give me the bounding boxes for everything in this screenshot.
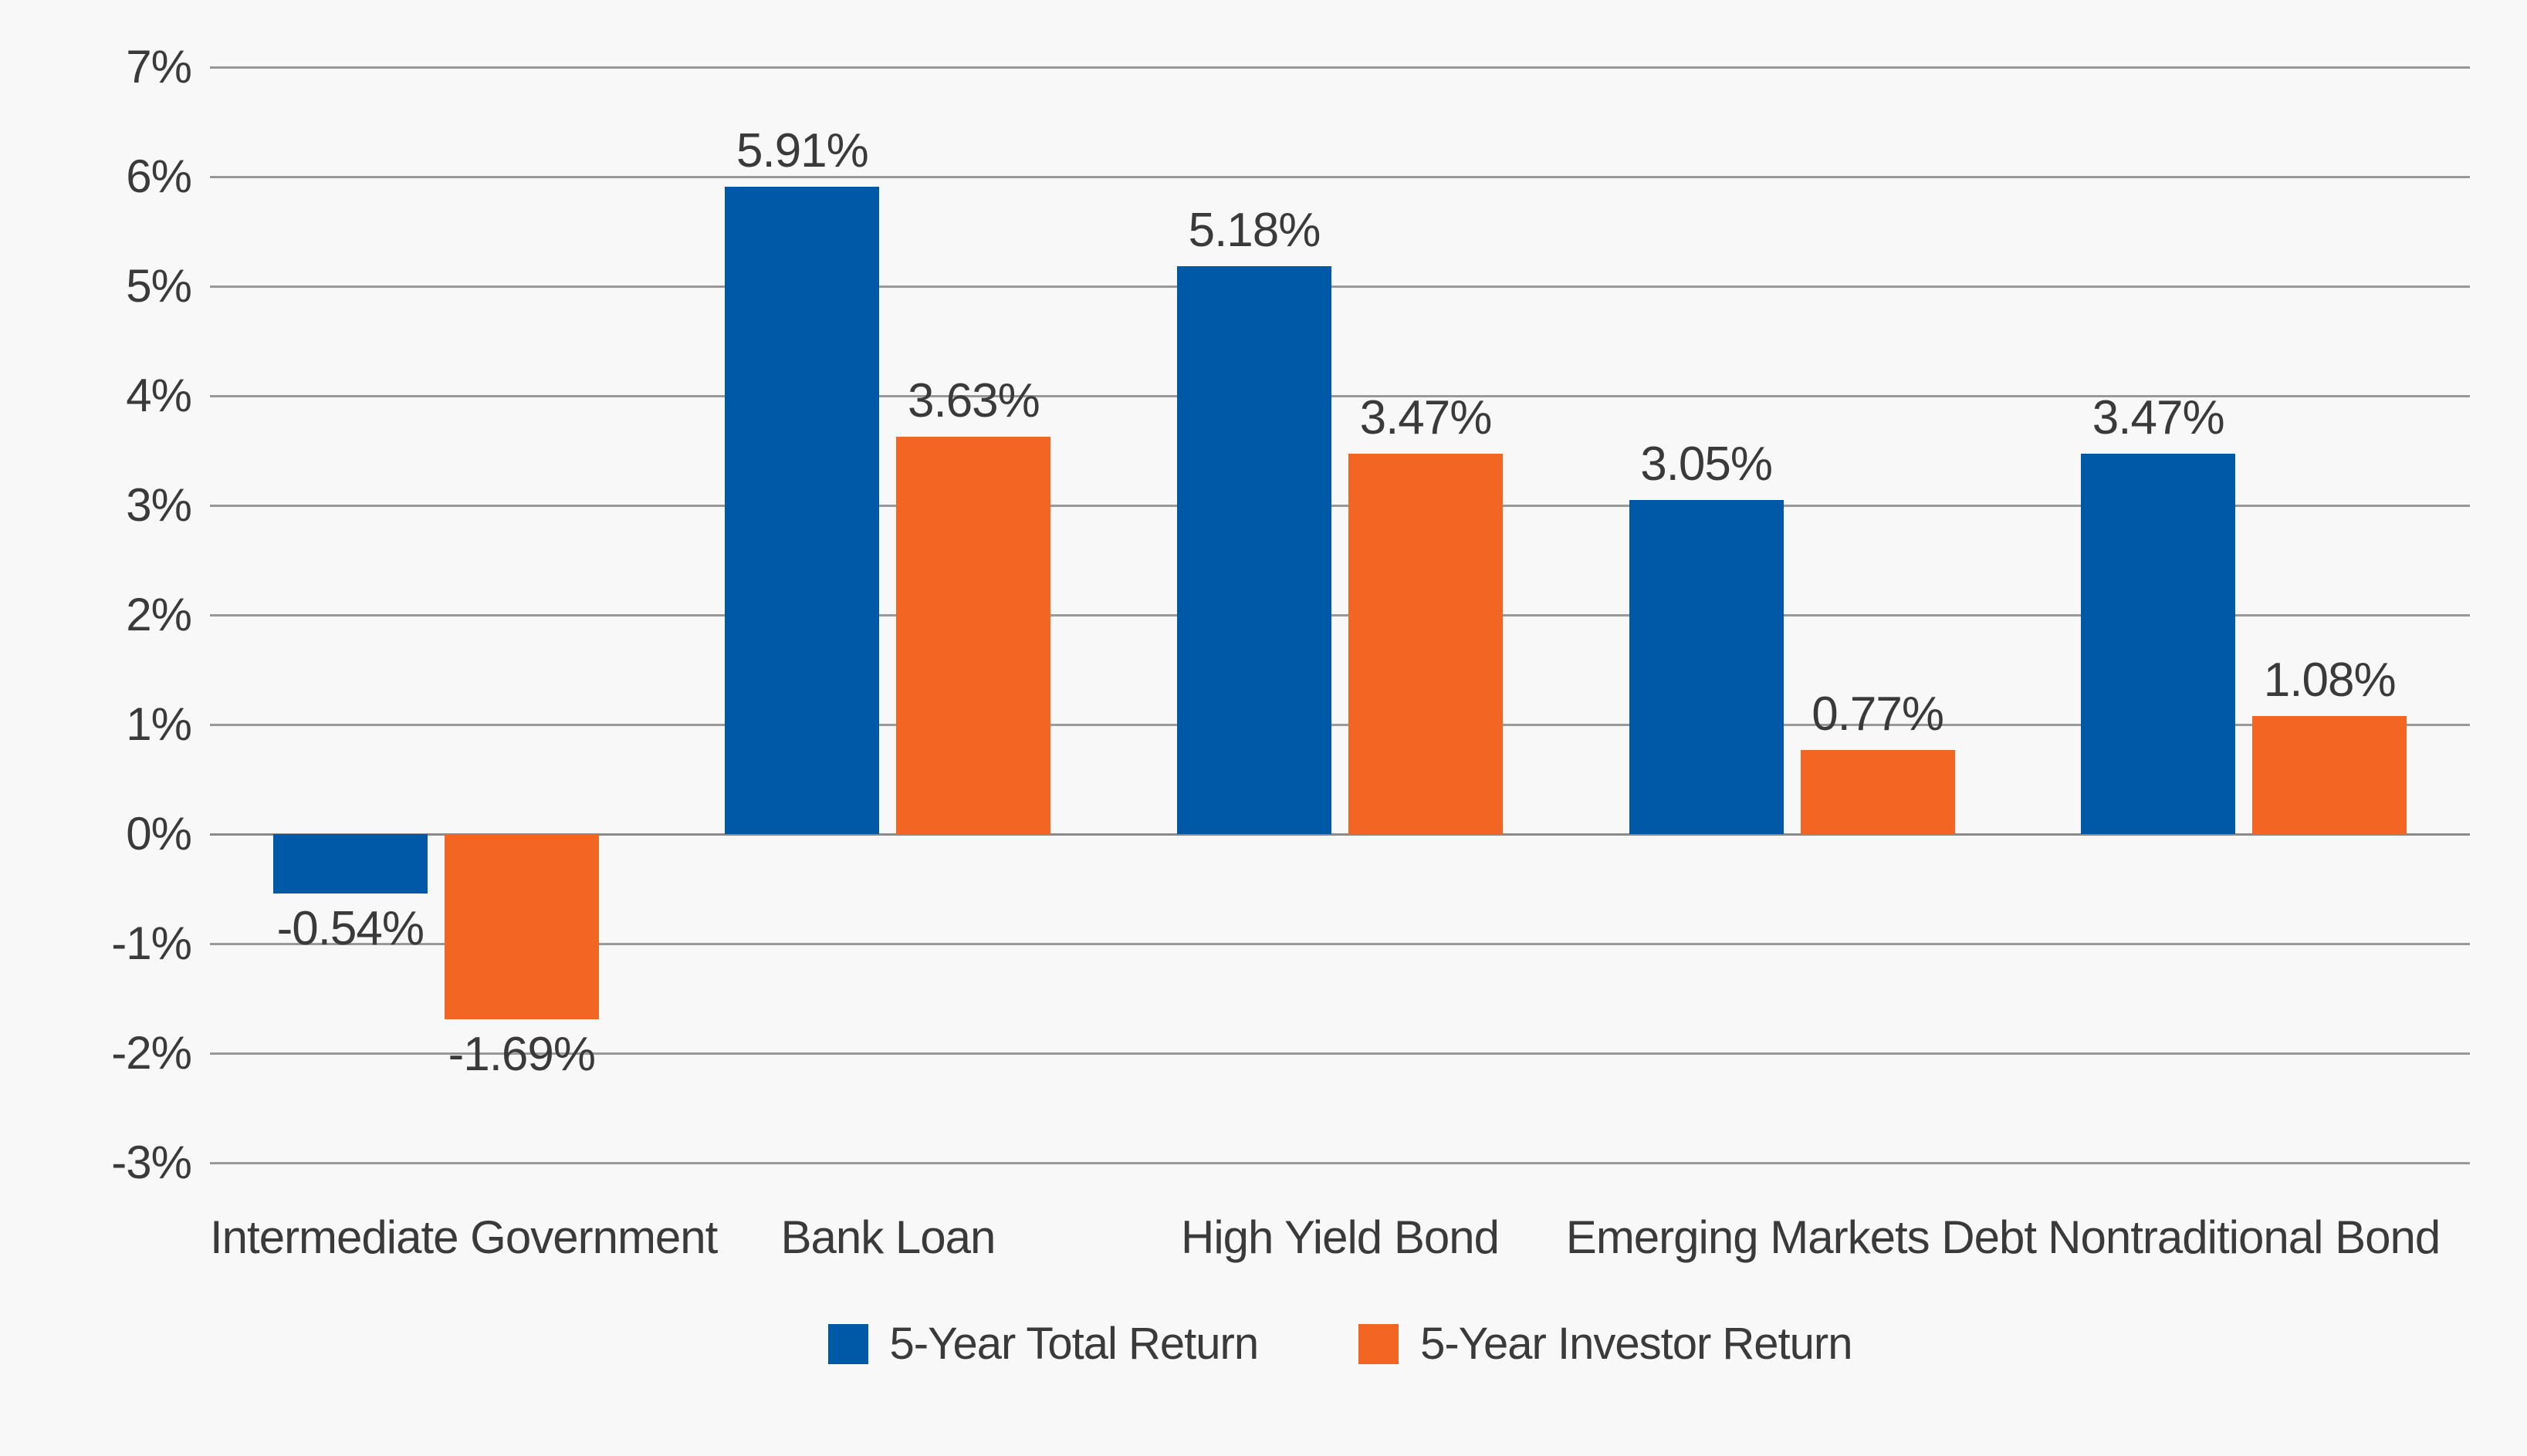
gridline [210, 394, 2470, 397]
gridline [210, 1052, 2470, 1055]
legend-swatch-total-return-icon [827, 1324, 868, 1364]
value-label: 0.77% [1812, 687, 1944, 741]
value-label: -1.69% [448, 1027, 596, 1081]
value-label: 3.47% [1359, 391, 1493, 445]
gridline [210, 175, 2470, 178]
legend-item-total-return: 5-Year Total Return [827, 1319, 1260, 1369]
bar-series-1-bank-loan [725, 186, 880, 834]
gridline [210, 1161, 2470, 1164]
x-axis-category-label: Intermediate Government [210, 1211, 718, 1263]
legend-item-investor-return: 5-Year Investor Return [1358, 1321, 1852, 1367]
bar-series-2-emerging-markets-debt [1800, 749, 1955, 834]
y-axis-tick-label: 4% [126, 370, 192, 421]
bar-series-1-emerging-markets-debt [1629, 499, 1784, 834]
y-axis-tick-label: 3% [126, 479, 192, 531]
bar-series-2-high-yield-bond [1348, 454, 1503, 834]
gridline [210, 613, 2470, 617]
zero-gridline [210, 833, 2470, 836]
legend: 5-Year Total Return 5-Year Investor Retu… [210, 1321, 2470, 1367]
gridline [210, 285, 2470, 288]
legend-label-investor-return: 5-Year Investor Return [1420, 1319, 1852, 1369]
y-axis-tick-label: -3% [111, 1137, 192, 1188]
legend-swatch-investor-return-icon [1358, 1324, 1399, 1364]
value-label: 3.47% [2092, 391, 2225, 445]
bar-series-2-bank-loan [896, 436, 1051, 834]
value-label: 3.63% [907, 373, 1040, 427]
gridline [210, 66, 2470, 69]
value-label: 5.18% [1188, 204, 1321, 258]
value-label: 3.05% [1640, 437, 1773, 491]
y-axis-tick-label: 6% [126, 150, 192, 202]
y-axis-tick-label: 2% [126, 589, 192, 640]
y-axis-tick-label: 0% [126, 808, 192, 860]
bar-series-2-intermediate-government [444, 834, 599, 1019]
gridline [210, 942, 2470, 945]
y-axis-tick-label: 5% [126, 260, 192, 312]
gridline [210, 504, 2470, 507]
bar-series-1-high-yield-bond [1177, 266, 1331, 834]
value-label: 5.91% [736, 123, 869, 177]
value-label: 1.08% [2263, 653, 2397, 707]
y-axis-tick-label: -1% [111, 917, 192, 969]
x-axis-category-label: Nontraditional Bond [2048, 1211, 2441, 1263]
legend-label-total-return: 5-Year Total Return [889, 1319, 1260, 1369]
bar-series-2-nontraditional-bond [2252, 715, 2407, 834]
x-axis-category-label: Emerging Markets Debt [1565, 1211, 2037, 1263]
y-axis-tick-label: 7% [126, 41, 192, 93]
x-axis-category-label: Bank Loan [780, 1211, 996, 1263]
gridline [210, 723, 2470, 726]
y-axis-tick-label: -2% [111, 1027, 192, 1079]
value-label: -0.54% [276, 901, 425, 955]
bar-series-1-intermediate-government [272, 834, 428, 894]
bar-series-1-nontraditional-bond [2081, 454, 2236, 834]
x-axis-category-label: High Yield Bond [1180, 1211, 1500, 1263]
y-axis-tick-label: 1% [126, 698, 192, 750]
